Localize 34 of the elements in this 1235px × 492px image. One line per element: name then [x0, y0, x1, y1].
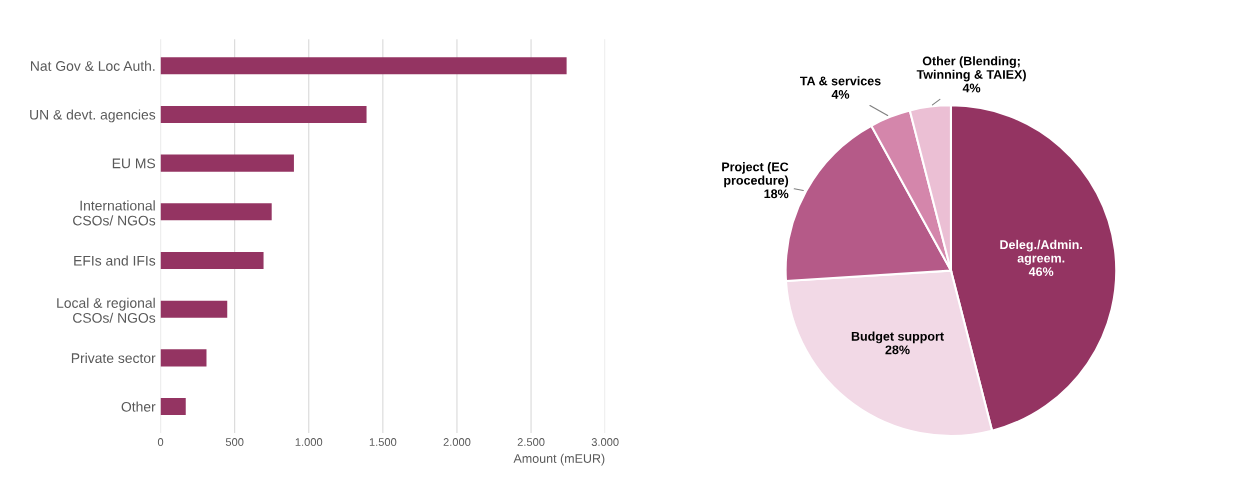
slice-label: Budget support [851, 331, 944, 344]
x-tick-label: 0 [157, 438, 164, 446]
slice-label: TA & services [800, 76, 881, 86]
slice-label: Other (Blending; Twinning & TAIEX) [916, 56, 1026, 82]
y-tick-label: Other [121, 401, 156, 412]
x-tick-label: 500 [225, 438, 244, 446]
y-tick-label: UN & devt. agencies [30, 109, 156, 123]
x-tick-label: 3.000 [591, 438, 619, 446]
bar [160, 251, 264, 270]
bar [160, 154, 294, 172]
data-label: 18% [764, 189, 789, 199]
y-tick-label: International CSOs/ NGOs [73, 200, 156, 226]
bar [160, 105, 367, 123]
x-tick-label: 1.500 [369, 438, 397, 446]
bar [160, 57, 567, 75]
data-label: 46% [1028, 267, 1054, 277]
y-tick-label: Private sector [71, 352, 156, 364]
y-tick-label: Local & regional CSOs/ NGOs [57, 297, 156, 323]
y-tick-label: Nat Gov & Loc Auth. [30, 60, 155, 71]
x-tick-label: 1.000 [295, 438, 323, 446]
bar [160, 398, 186, 416]
data-label: 4% [962, 83, 981, 93]
x-axis-title: Amount (mEUR) [513, 453, 605, 466]
slice-label: Project (EC procedure) [722, 162, 789, 188]
slice-label: Deleg./Admin. agreem. [1000, 239, 1082, 266]
bar [160, 349, 207, 367]
data-label: 4% [831, 90, 850, 99]
x-tick-label: 2.500 [517, 438, 545, 446]
bar [160, 203, 272, 221]
y-tick-label: EFIs and IFIs [74, 255, 156, 266]
y-tick-label: EU MS [112, 158, 156, 169]
bar [160, 300, 228, 318]
x-tick-label: 2.000 [443, 438, 471, 446]
data-label: 28% [885, 345, 910, 355]
